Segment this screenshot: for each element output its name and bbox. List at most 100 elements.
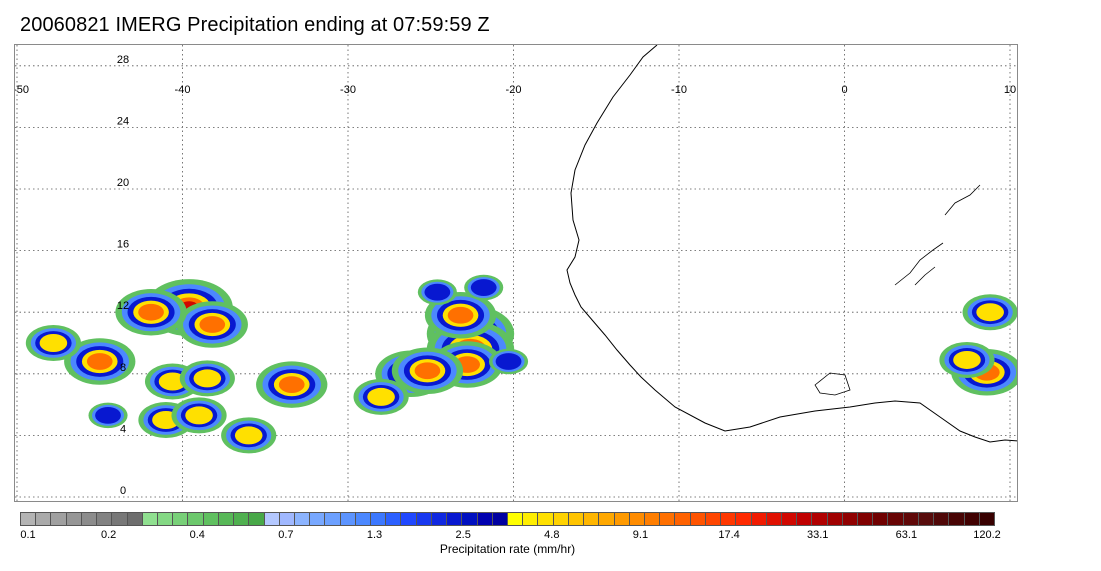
- colorbar-cell: [173, 513, 189, 525]
- colorbar-cell: [660, 513, 676, 525]
- river-sketch: [894, 184, 981, 286]
- precipitation-field: [25, 274, 1017, 454]
- colorbar-cell: [644, 513, 661, 525]
- colorbar-cell: [21, 513, 37, 525]
- rain-cell-layer: [495, 353, 522, 370]
- rain-cell-layer: [39, 334, 68, 352]
- rain-cell-layer: [976, 303, 1004, 322]
- rain-cell-layer: [158, 372, 187, 391]
- rain-cell-layer: [447, 306, 474, 324]
- rain-cell-layer: [234, 426, 263, 445]
- colorbar-cell: [416, 513, 432, 525]
- axis-labels: -50 -40 -30 -20 -10 0 10 28 24 20 16 12 8 4 0: [15, 54, 1016, 497]
- colorbar-cell: [492, 513, 508, 525]
- colorbar-cell: [629, 513, 645, 525]
- colorbar-cell: [827, 513, 843, 525]
- colorbar-label: 4.8: [544, 529, 560, 541]
- colorbar-cell: [934, 513, 950, 525]
- lon-tick-label: -10: [671, 84, 687, 96]
- lat-tick-label: 28: [117, 54, 129, 66]
- colorbar: [20, 512, 995, 526]
- lat-tick-label: 16: [117, 239, 129, 251]
- colorbar-cell: [142, 513, 158, 525]
- colorbar-cell: [218, 513, 235, 525]
- map-title: 20060821 IMERG Precipitation ending at 0…: [20, 14, 490, 36]
- colorbar-cell: [249, 513, 265, 525]
- colorbar-cell: [340, 513, 356, 525]
- colorbar-cell: [51, 513, 67, 525]
- colorbar-cell: [736, 513, 752, 525]
- lon-tick-label: -30: [340, 84, 356, 96]
- colorbar-label: 17.4: [718, 529, 740, 541]
- colorbar-cell: [310, 513, 326, 525]
- colorbar-cell: [112, 513, 128, 525]
- colorbar-label: 63.1: [895, 529, 918, 541]
- rain-cell-layer: [95, 406, 121, 424]
- precipitation-map: -50 -40 -30 -20 -10 0 10 28 24 20 16 12 8 4 0: [15, 45, 1017, 501]
- colorbar-cell: [447, 513, 463, 525]
- colorbar-cell: [781, 513, 798, 525]
- colorbar-cell: [234, 513, 250, 525]
- colorbar-cell: [431, 513, 448, 525]
- colorbar-cell: [401, 513, 417, 525]
- colorbar-cell: [812, 513, 828, 525]
- colorbar-cell: [842, 513, 859, 525]
- colorbar-cell: [918, 513, 935, 525]
- colorbar-cell: [203, 513, 219, 525]
- colorbar-cell: [36, 513, 52, 525]
- rain-cell-layer: [199, 316, 226, 333]
- rain-cell-layer: [424, 283, 451, 301]
- lat-tick-label: 4: [120, 423, 126, 435]
- colorbar-cell: [705, 513, 722, 525]
- colorbar-cell: [371, 513, 387, 525]
- lon-tick-label: 10: [1004, 84, 1016, 96]
- colorbar-cell: [903, 513, 919, 525]
- lon-tick-label: -40: [175, 84, 191, 96]
- rain-cell-layer: [185, 406, 213, 425]
- colorbar-cell: [188, 513, 204, 525]
- colorbar-label: 33.1: [807, 529, 829, 541]
- colorbar-caption: Precipitation rate (mm/hr): [439, 542, 576, 556]
- lat-tick-label: 20: [117, 177, 129, 189]
- rain-cell-layer: [278, 376, 305, 393]
- colorbar-cell: [477, 513, 493, 525]
- colorbar-cell: [97, 513, 113, 525]
- colorbar-label: 1.3: [366, 529, 383, 541]
- colorbar-cell: [766, 513, 782, 525]
- colorbar-cell: [751, 513, 767, 525]
- colorbar-cell: [386, 513, 402, 525]
- colorbar-cell: [508, 513, 524, 525]
- colorbar-cell: [964, 513, 980, 525]
- colorbar-cell: [66, 513, 82, 525]
- colorbar-cell: [873, 513, 889, 525]
- colorbar-cell: [127, 513, 143, 525]
- colorbar-label: 2.5: [455, 529, 471, 541]
- coastline: [566, 45, 1017, 443]
- colorbar-cell: [584, 513, 600, 525]
- rain-cell-layer: [470, 279, 497, 296]
- rain-cell-layer: [86, 353, 113, 370]
- colorbar-cell: [538, 513, 554, 525]
- rain-cell-layer: [367, 387, 395, 406]
- colorbar-label: 0.7: [278, 529, 294, 541]
- lat-tick-label: 0: [120, 485, 126, 497]
- colorbar-cell: [264, 513, 280, 525]
- colorbar-cell: [599, 513, 615, 525]
- map-frame: -50 -40 -30 -20 -10 0 10 28 24 20 16 12 8 4 0: [14, 44, 1018, 502]
- colorbar-cell: [462, 513, 478, 525]
- colorbar-cell: [325, 513, 341, 525]
- colorbar-cell: [568, 513, 585, 525]
- lat-tick-label: 12: [117, 300, 129, 312]
- colorbar-cell: [614, 513, 630, 525]
- lon-tick-label: 0: [841, 84, 847, 96]
- colorbar-cell: [721, 513, 737, 525]
- colorbar-cell: [888, 513, 904, 525]
- colorbar-cell: [294, 513, 311, 525]
- rain-cell-layer: [138, 303, 164, 321]
- colorbar-cell: [690, 513, 706, 525]
- colorbar-cell: [279, 513, 295, 525]
- lon-tick-label: -50: [15, 84, 29, 96]
- lat-tick-label: 24: [117, 115, 129, 127]
- colorbar-cell: [553, 513, 569, 525]
- colorbar-cell: [675, 513, 691, 525]
